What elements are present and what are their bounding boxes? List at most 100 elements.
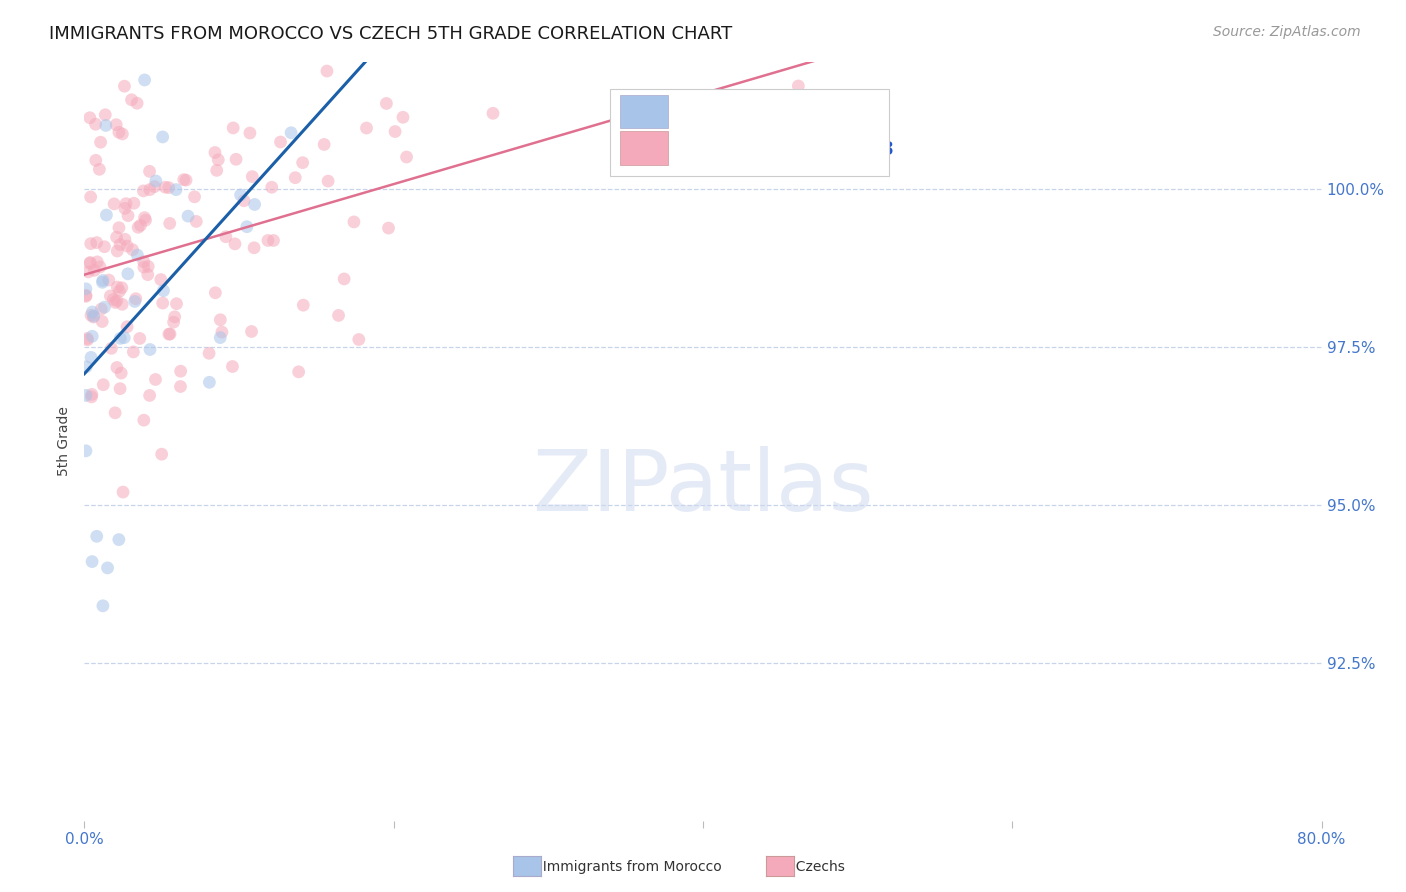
Point [314, 137, 336, 152]
Point [132, 413, 155, 427]
Point [82, 305, 104, 319]
Point [209, 312, 232, 326]
Point [80, 308, 103, 322]
Point [152, 130, 174, 145]
Point [105, 230, 128, 244]
Point [145, 174, 167, 188]
Point [112, 331, 135, 345]
Point [77, 265, 100, 279]
Point [105, 244, 128, 258]
Point [280, 126, 302, 140]
Point [79, 111, 101, 125]
FancyBboxPatch shape [610, 89, 889, 177]
Point [132, 184, 155, 198]
Point [316, 64, 339, 78]
Point [198, 346, 221, 360]
Point [127, 248, 149, 262]
Point [143, 179, 166, 194]
Point [377, 221, 399, 235]
Point [93, 300, 115, 314]
Point [384, 124, 406, 138]
Point [260, 180, 283, 194]
Point [83, 309, 105, 323]
Point [207, 153, 229, 167]
Point [79, 256, 101, 270]
Point [104, 295, 127, 310]
Point [108, 125, 131, 139]
Point [162, 315, 184, 329]
Point [111, 297, 134, 311]
Point [316, 174, 339, 188]
Point [86, 235, 108, 250]
Point [108, 237, 131, 252]
Point [150, 447, 173, 461]
Point [166, 296, 188, 310]
Text: R =: R = [681, 103, 723, 123]
Point [343, 215, 366, 229]
Point [122, 196, 145, 211]
Point [165, 183, 187, 197]
Point [198, 376, 221, 390]
Point [284, 170, 307, 185]
Text: Source: ZipAtlas.com: Source: ZipAtlas.com [1213, 25, 1361, 39]
Point [100, 342, 122, 356]
Point [75, 282, 97, 296]
Point [94, 119, 117, 133]
Point [80, 390, 103, 404]
Point [105, 280, 128, 294]
Point [183, 190, 205, 204]
Point [104, 406, 127, 420]
Point [186, 214, 208, 228]
Point [136, 268, 159, 282]
Point [75, 359, 97, 374]
Point [205, 163, 228, 178]
Point [76, 333, 98, 347]
Point [89, 260, 111, 274]
Point [110, 366, 132, 380]
Point [100, 289, 122, 303]
Point [79, 190, 101, 204]
Point [75, 388, 97, 402]
Point [75, 289, 97, 303]
Point [108, 382, 131, 396]
Point [211, 325, 233, 339]
Point [270, 135, 292, 149]
Point [138, 388, 160, 402]
Point [356, 121, 378, 136]
Point [108, 285, 131, 299]
Point [225, 153, 247, 167]
Text: 36: 36 [853, 103, 882, 123]
Point [395, 150, 418, 164]
Point [139, 343, 162, 357]
Point [103, 197, 125, 211]
Text: N =: N = [801, 103, 845, 123]
Point [291, 155, 314, 169]
Point [129, 219, 152, 233]
Point [82, 310, 104, 324]
Point [132, 254, 155, 268]
Point [159, 326, 181, 341]
Text: Czechs: Czechs [787, 860, 845, 874]
Point [177, 209, 200, 223]
Y-axis label: 5th Grade: 5th Grade [58, 407, 72, 476]
Point [105, 118, 128, 132]
Point [215, 229, 238, 244]
Point [105, 360, 128, 375]
Text: Immigrants from Morocco: Immigrants from Morocco [534, 860, 723, 874]
Point [124, 294, 146, 309]
Point [114, 232, 136, 246]
Point [135, 29, 157, 44]
Point [122, 345, 145, 359]
Point [333, 272, 356, 286]
Point [83, 263, 105, 277]
Point [108, 533, 131, 547]
Point [157, 180, 180, 194]
Point [204, 285, 226, 300]
Point [328, 309, 350, 323]
Point [221, 359, 243, 374]
Point [90, 301, 112, 316]
Point [152, 284, 174, 298]
Point [114, 202, 136, 216]
Point [240, 169, 263, 184]
Point [257, 234, 280, 248]
